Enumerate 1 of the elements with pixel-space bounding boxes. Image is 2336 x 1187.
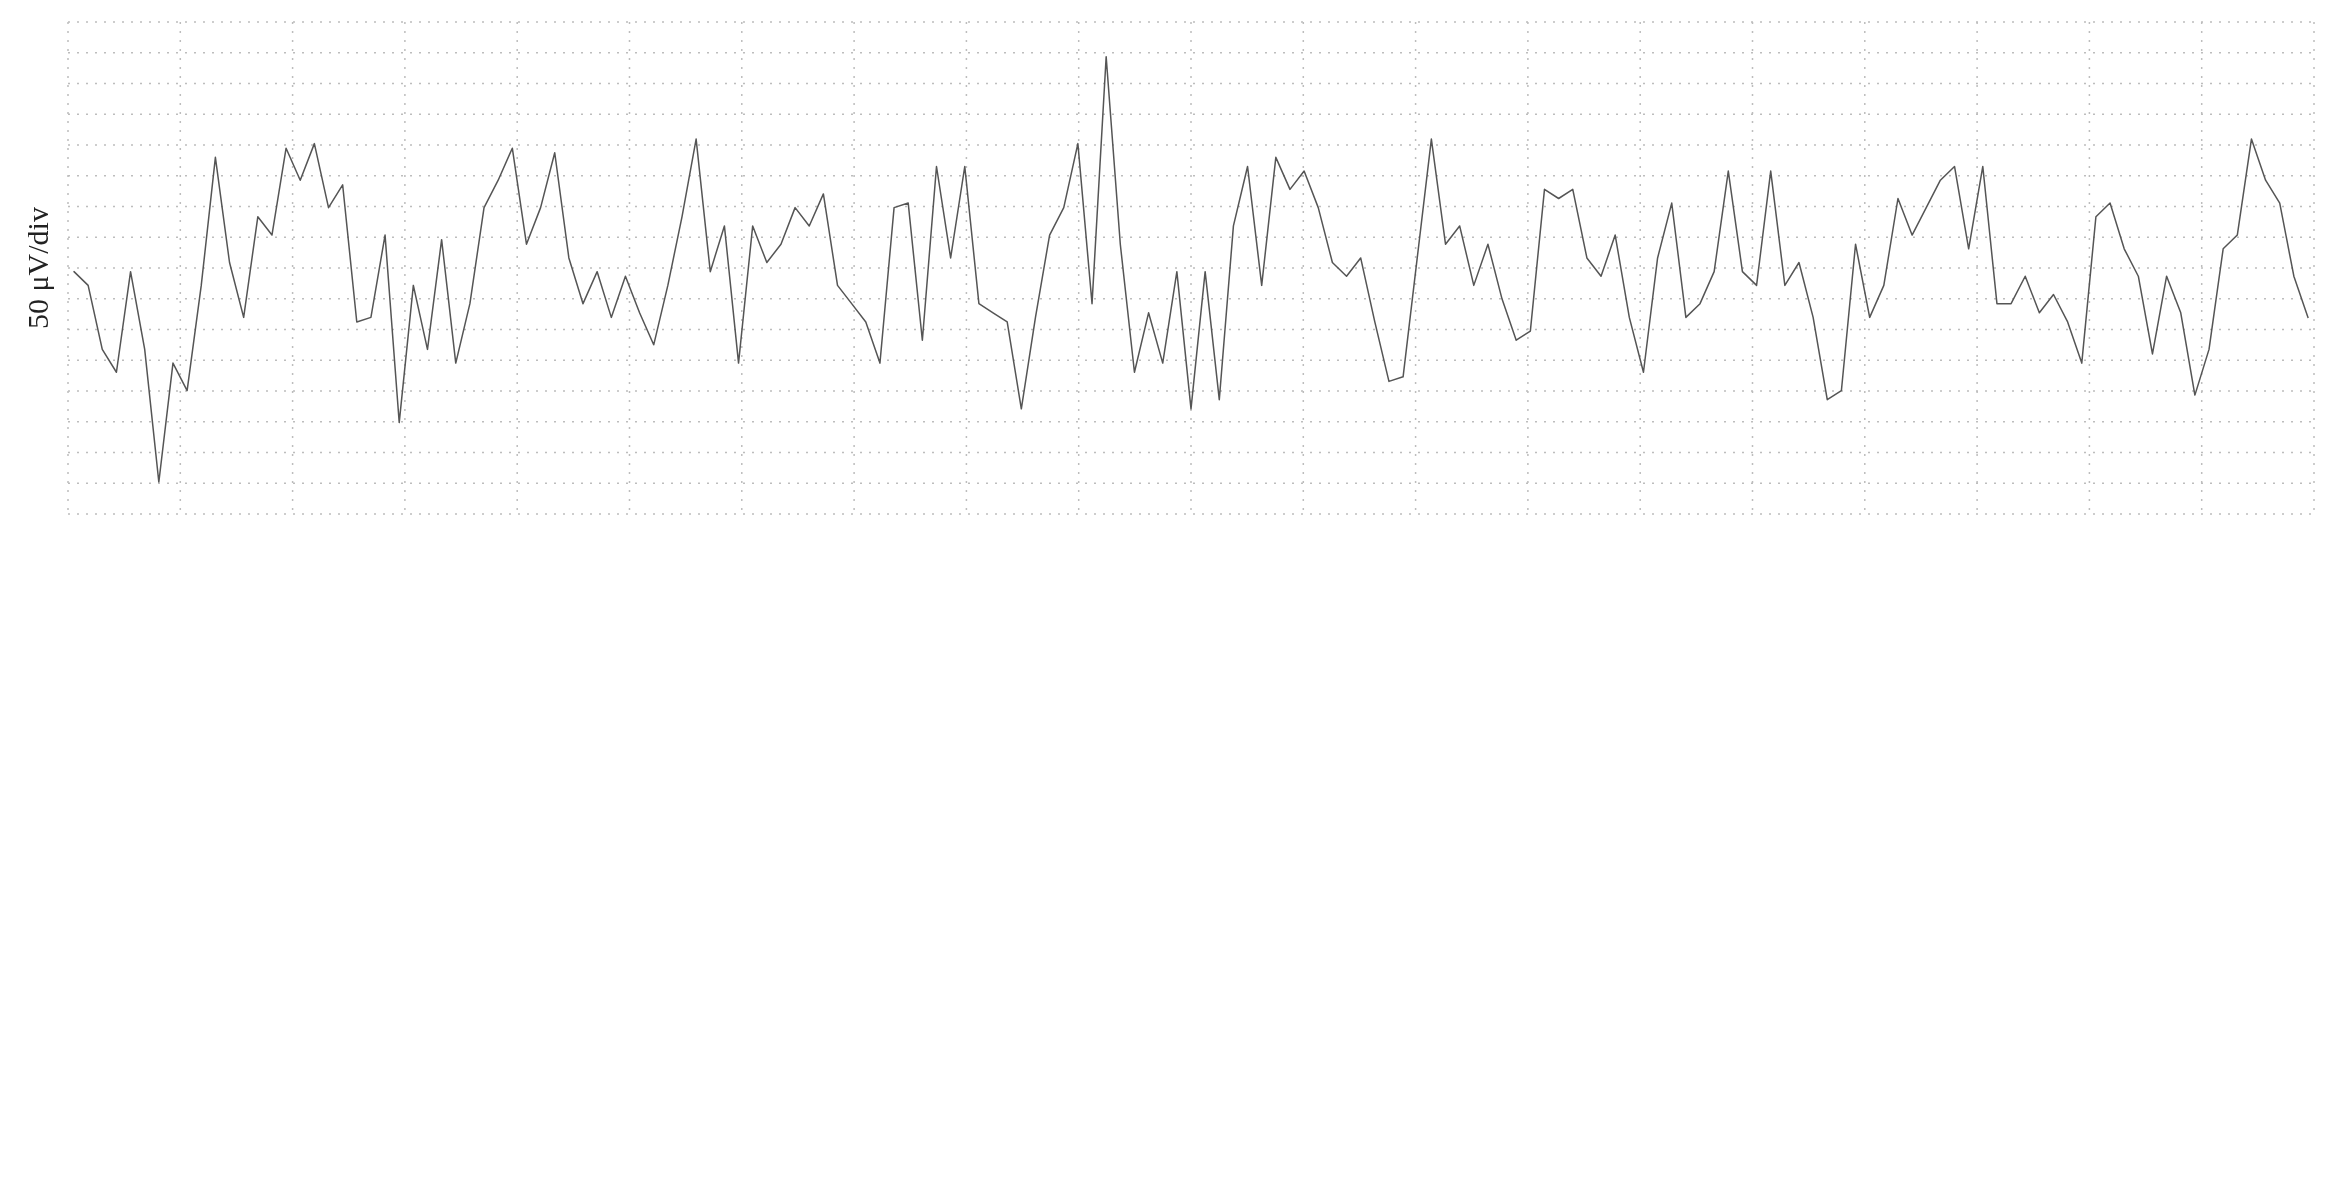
y-axis-title: 50 μV/div	[21, 207, 55, 329]
